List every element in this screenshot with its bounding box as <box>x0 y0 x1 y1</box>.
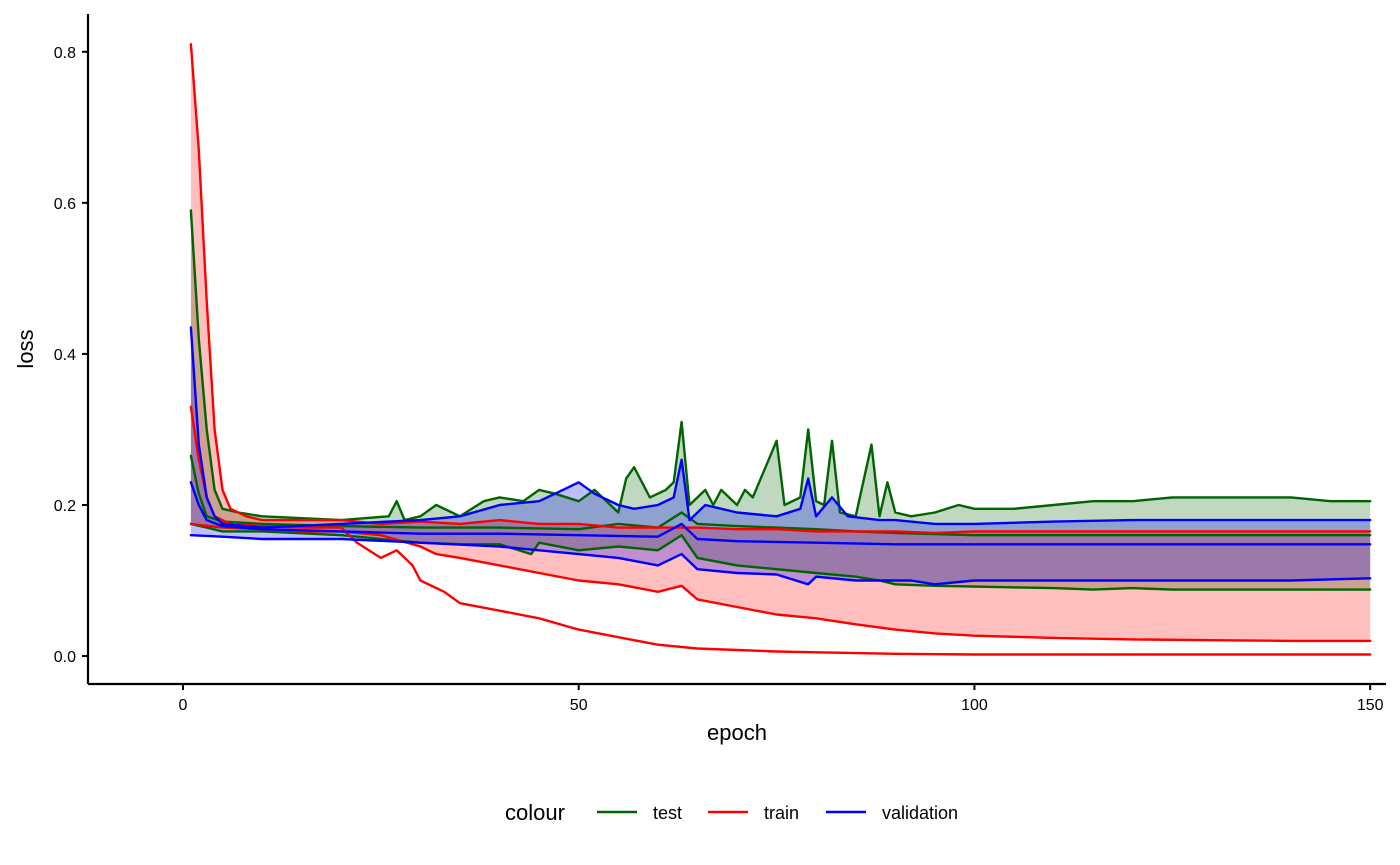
legend-items: test train validation <box>597 803 958 823</box>
legend-label-test: test <box>653 803 682 823</box>
x-tick-label: 0 <box>179 697 188 714</box>
line-validation-mean <box>189 481 1372 546</box>
x-axis-title: epoch <box>707 720 767 745</box>
legend: colour test train validation <box>505 800 958 825</box>
band-validation <box>190 327 1371 585</box>
legend-item-validation: validation <box>826 803 958 823</box>
line-test-lower <box>189 522 1372 591</box>
x-ticks: 0 50 100 150 <box>179 684 1384 714</box>
y-tick-label: 0.8 <box>54 45 76 62</box>
line-train-upper <box>189 43 1372 535</box>
legend-label-train: train <box>764 803 799 823</box>
band-test <box>190 210 1371 590</box>
x-tick-label: 50 <box>570 697 588 714</box>
y-axis-title: loss <box>13 329 38 368</box>
line-validation-lower <box>189 534 1372 586</box>
line-train-lower <box>189 522 1372 643</box>
x-tick-label: 100 <box>961 697 988 714</box>
y-tick-label: 0.4 <box>54 347 76 364</box>
line-test-upper <box>189 209 1372 522</box>
y-tick-label: 0.0 <box>54 649 76 666</box>
line-layer <box>189 43 1372 656</box>
y-tick-label: 0.2 <box>54 498 76 515</box>
x-tick-label: 150 <box>1357 697 1384 714</box>
band-layer <box>190 44 1371 641</box>
legend-title: colour <box>505 800 565 825</box>
line-validation-upper <box>189 326 1372 529</box>
legend-label-validation: validation <box>882 803 958 823</box>
legend-item-train: train <box>708 803 799 823</box>
y-ticks: 0.0 0.2 0.4 0.6 0.8 <box>54 45 88 666</box>
legend-item-test: test <box>597 803 682 823</box>
y-tick-label: 0.6 <box>54 196 76 213</box>
